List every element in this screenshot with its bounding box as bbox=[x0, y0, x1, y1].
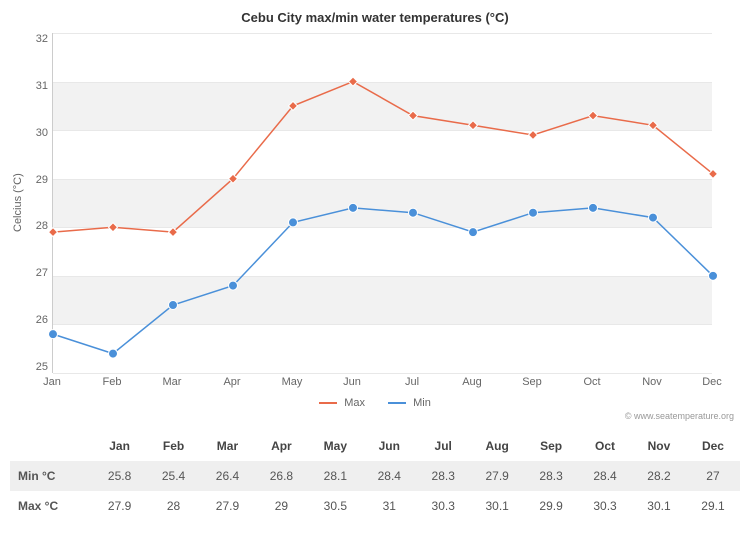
table-cell: 29.1 bbox=[686, 491, 740, 521]
y-tick: 29 bbox=[28, 174, 48, 186]
table-row: Max °C27.92827.92930.53130.330.129.930.3… bbox=[10, 491, 740, 521]
data-point bbox=[469, 228, 478, 237]
x-tick: Oct bbox=[583, 376, 600, 388]
table-cell: 30.1 bbox=[632, 491, 686, 521]
y-axis-ticks: 32 31 30 29 28 27 26 25 bbox=[28, 33, 52, 373]
data-point bbox=[469, 121, 478, 130]
data-point bbox=[529, 131, 538, 140]
table-row-label: Max °C bbox=[10, 491, 93, 521]
y-axis-label: Celcius (°C) bbox=[10, 33, 28, 373]
chart-svg bbox=[53, 33, 713, 373]
data-point bbox=[289, 218, 298, 227]
data-point bbox=[49, 330, 58, 339]
y-tick: 26 bbox=[28, 314, 48, 326]
data-point bbox=[589, 203, 598, 212]
y-tick: 32 bbox=[28, 33, 48, 45]
plot-area bbox=[52, 33, 712, 373]
data-point bbox=[169, 301, 178, 310]
table-cell: 30.5 bbox=[308, 491, 362, 521]
legend: Max Min bbox=[10, 397, 740, 409]
x-tick: Nov bbox=[642, 376, 662, 388]
data-point bbox=[109, 349, 118, 358]
table-cell: 28.1 bbox=[308, 461, 362, 491]
plot-wrap: Celcius (°C) 32 31 30 29 28 27 26 25 bbox=[10, 33, 740, 373]
chart-title: Cebu City max/min water temperatures (°C… bbox=[10, 10, 740, 25]
data-point bbox=[409, 208, 418, 217]
x-tick: Mar bbox=[163, 376, 182, 388]
legend-item-min: Min bbox=[388, 397, 431, 409]
series-line bbox=[53, 82, 713, 233]
legend-item-max: Max bbox=[319, 397, 365, 409]
table-row: Min °C25.825.426.426.828.128.428.327.928… bbox=[10, 461, 740, 491]
y-tick: 31 bbox=[28, 80, 48, 92]
table-cell: 27 bbox=[686, 461, 740, 491]
data-point bbox=[349, 203, 358, 212]
table-cell: 26.8 bbox=[254, 461, 308, 491]
table-cell: 28.4 bbox=[578, 461, 632, 491]
x-tick: Aug bbox=[462, 376, 482, 388]
table-cell: 27.9 bbox=[93, 491, 147, 521]
x-axis-ticks: JanFebMarAprMayJunJulAugSepOctNovDec bbox=[52, 373, 712, 391]
data-point bbox=[229, 281, 238, 290]
y-tick: 25 bbox=[28, 361, 48, 373]
y-tick: 30 bbox=[28, 127, 48, 139]
x-tick: Jan bbox=[43, 376, 61, 388]
table-column-header: Jan bbox=[93, 431, 147, 461]
table-column-header: Feb bbox=[147, 431, 201, 461]
table-cell: 29.9 bbox=[524, 491, 578, 521]
y-tick: 27 bbox=[28, 267, 48, 279]
table-column-header: Apr bbox=[254, 431, 308, 461]
table-column-header: Oct bbox=[578, 431, 632, 461]
table-cell: 28.4 bbox=[362, 461, 416, 491]
table-column-header: May bbox=[308, 431, 362, 461]
table-cell: 28 bbox=[147, 491, 201, 521]
table-cell: 25.4 bbox=[147, 461, 201, 491]
data-point bbox=[109, 223, 118, 232]
table-cell: 27.9 bbox=[201, 491, 255, 521]
x-tick: Dec bbox=[702, 376, 722, 388]
data-point bbox=[349, 77, 358, 86]
legend-swatch-max bbox=[319, 402, 337, 404]
table-cell: 28.3 bbox=[416, 461, 470, 491]
y-tick: 28 bbox=[28, 220, 48, 232]
table-column-header: Jul bbox=[416, 431, 470, 461]
data-point bbox=[409, 111, 418, 120]
x-tick: Feb bbox=[103, 376, 122, 388]
data-point bbox=[709, 271, 718, 280]
data-point bbox=[589, 111, 598, 120]
table-header-blank bbox=[10, 431, 93, 461]
table-cell: 27.9 bbox=[470, 461, 524, 491]
table-cell: 30.1 bbox=[470, 491, 524, 521]
table-column-header: Mar bbox=[201, 431, 255, 461]
data-table: JanFebMarAprMayJunJulAugSepOctNovDecMin … bbox=[10, 431, 740, 521]
table-cell: 29 bbox=[254, 491, 308, 521]
legend-label-max: Max bbox=[344, 397, 365, 409]
data-point bbox=[649, 213, 658, 222]
x-tick: Apr bbox=[223, 376, 240, 388]
table-cell: 30.3 bbox=[578, 491, 632, 521]
table-column-header: Nov bbox=[632, 431, 686, 461]
table-column-header: Sep bbox=[524, 431, 578, 461]
attribution: © www.seatemperature.org bbox=[10, 411, 740, 421]
table-cell: 28.3 bbox=[524, 461, 578, 491]
table-row-label: Min °C bbox=[10, 461, 93, 491]
chart-container: Cebu City max/min water temperatures (°C… bbox=[10, 10, 740, 521]
data-point bbox=[529, 208, 538, 217]
legend-label-min: Min bbox=[413, 397, 431, 409]
table-cell: 31 bbox=[362, 491, 416, 521]
table-cell: 25.8 bbox=[93, 461, 147, 491]
legend-swatch-min bbox=[388, 402, 406, 404]
table-cell: 28.2 bbox=[632, 461, 686, 491]
table-column-header: Aug bbox=[470, 431, 524, 461]
table-cell: 30.3 bbox=[416, 491, 470, 521]
table-cell: 26.4 bbox=[201, 461, 255, 491]
x-tick: May bbox=[282, 376, 303, 388]
x-tick: Jul bbox=[405, 376, 419, 388]
x-tick: Sep bbox=[522, 376, 542, 388]
table-column-header: Jun bbox=[362, 431, 416, 461]
x-tick: Jun bbox=[343, 376, 361, 388]
table-column-header: Dec bbox=[686, 431, 740, 461]
table-header-row: JanFebMarAprMayJunJulAugSepOctNovDec bbox=[10, 431, 740, 461]
